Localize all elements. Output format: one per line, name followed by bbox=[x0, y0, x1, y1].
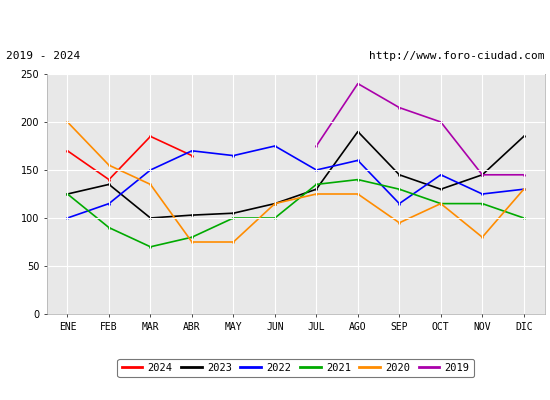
Text: Evolucion Nº Turistas Extranjeros en el municipio de Cenes de la Vega: Evolucion Nº Turistas Extranjeros en el … bbox=[16, 14, 534, 28]
Text: 2019 - 2024: 2019 - 2024 bbox=[6, 51, 80, 61]
Legend: 2024, 2023, 2022, 2021, 2020, 2019: 2024, 2023, 2022, 2021, 2020, 2019 bbox=[118, 359, 474, 377]
Text: http://www.foro-ciudad.com: http://www.foro-ciudad.com bbox=[369, 51, 544, 61]
